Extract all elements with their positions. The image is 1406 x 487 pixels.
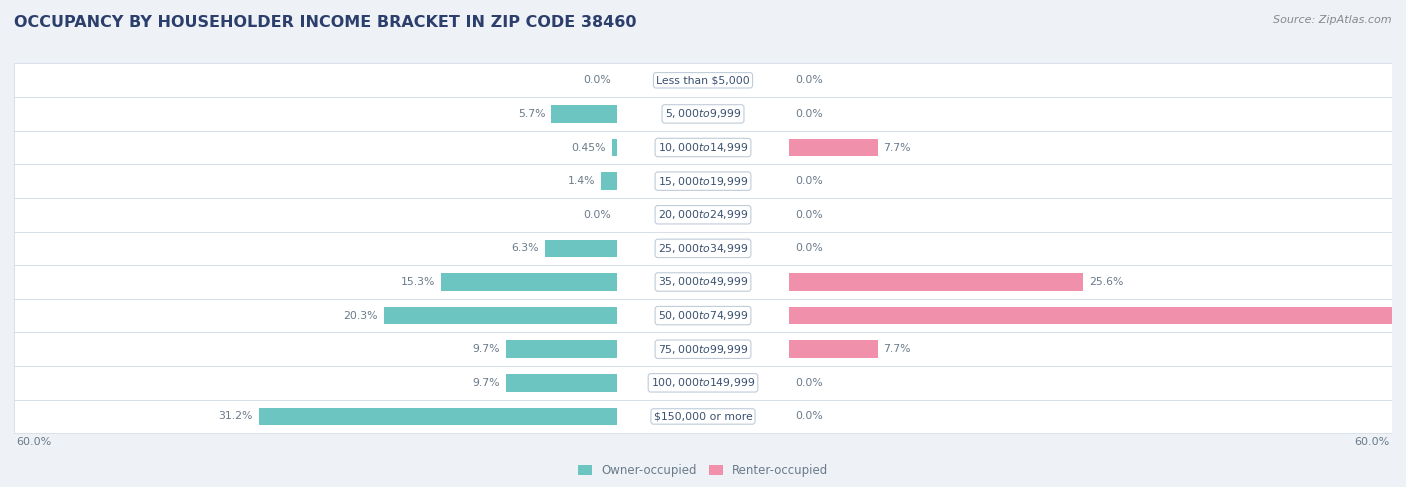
Text: 1.4%: 1.4% (568, 176, 595, 186)
Text: 5.7%: 5.7% (519, 109, 546, 119)
Bar (14, 265, 1392, 299)
Bar (544, 240, 617, 257)
Bar (600, 172, 617, 190)
Text: 20.3%: 20.3% (343, 311, 378, 320)
Text: 0.0%: 0.0% (794, 210, 823, 220)
Text: 0.0%: 0.0% (794, 75, 823, 85)
Bar (14, 400, 1392, 433)
Text: 0.0%: 0.0% (794, 412, 823, 421)
Bar (506, 374, 617, 392)
Bar (506, 340, 617, 358)
Text: 25.6%: 25.6% (1088, 277, 1123, 287)
Text: OCCUPANCY BY HOUSEHOLDER INCOME BRACKET IN ZIP CODE 38460: OCCUPANCY BY HOUSEHOLDER INCOME BRACKET … (14, 15, 637, 30)
Text: 0.45%: 0.45% (571, 143, 606, 152)
Bar (551, 105, 617, 123)
Text: 7.7%: 7.7% (883, 344, 911, 354)
Bar (14, 366, 1392, 400)
Text: $5,000 to $9,999: $5,000 to $9,999 (665, 108, 741, 120)
Bar (259, 408, 617, 425)
Text: 31.2%: 31.2% (218, 412, 253, 421)
Bar (14, 97, 1392, 131)
Text: $20,000 to $24,999: $20,000 to $24,999 (658, 208, 748, 221)
Text: $25,000 to $34,999: $25,000 to $34,999 (658, 242, 748, 255)
Text: $35,000 to $49,999: $35,000 to $49,999 (658, 276, 748, 288)
Text: $150,000 or more: $150,000 or more (654, 412, 752, 421)
Text: 0.0%: 0.0% (583, 75, 612, 85)
Bar (789, 273, 1083, 291)
Bar (441, 273, 617, 291)
Text: 0.0%: 0.0% (794, 378, 823, 388)
Bar (789, 340, 877, 358)
Text: 0.0%: 0.0% (583, 210, 612, 220)
Text: 15.3%: 15.3% (401, 277, 436, 287)
Bar (14, 164, 1392, 198)
Text: $10,000 to $14,999: $10,000 to $14,999 (658, 141, 748, 154)
Text: $75,000 to $99,999: $75,000 to $99,999 (658, 343, 748, 356)
Text: 0.0%: 0.0% (794, 176, 823, 186)
Text: $100,000 to $149,999: $100,000 to $149,999 (651, 376, 755, 389)
Bar (612, 139, 617, 156)
Text: Source: ZipAtlas.com: Source: ZipAtlas.com (1274, 15, 1392, 25)
Text: 9.7%: 9.7% (472, 344, 499, 354)
Bar (14, 198, 1392, 231)
Bar (384, 307, 617, 324)
Bar (14, 231, 1392, 265)
Text: $15,000 to $19,999: $15,000 to $19,999 (658, 175, 748, 187)
Bar (14, 299, 1392, 333)
Legend: Owner-occupied, Renter-occupied: Owner-occupied, Renter-occupied (572, 459, 834, 482)
Bar (14, 63, 1392, 97)
Text: 0.0%: 0.0% (794, 244, 823, 253)
Bar (14, 333, 1392, 366)
Text: 60.0%: 60.0% (1354, 437, 1389, 447)
Text: $50,000 to $74,999: $50,000 to $74,999 (658, 309, 748, 322)
Text: 9.7%: 9.7% (472, 378, 499, 388)
Text: 6.3%: 6.3% (512, 244, 538, 253)
Text: 7.7%: 7.7% (883, 143, 911, 152)
Bar (789, 307, 1406, 324)
Text: Less than $5,000: Less than $5,000 (657, 75, 749, 85)
Bar (789, 139, 877, 156)
Text: 60.0%: 60.0% (17, 437, 52, 447)
Bar (14, 131, 1392, 164)
Text: 0.0%: 0.0% (794, 109, 823, 119)
